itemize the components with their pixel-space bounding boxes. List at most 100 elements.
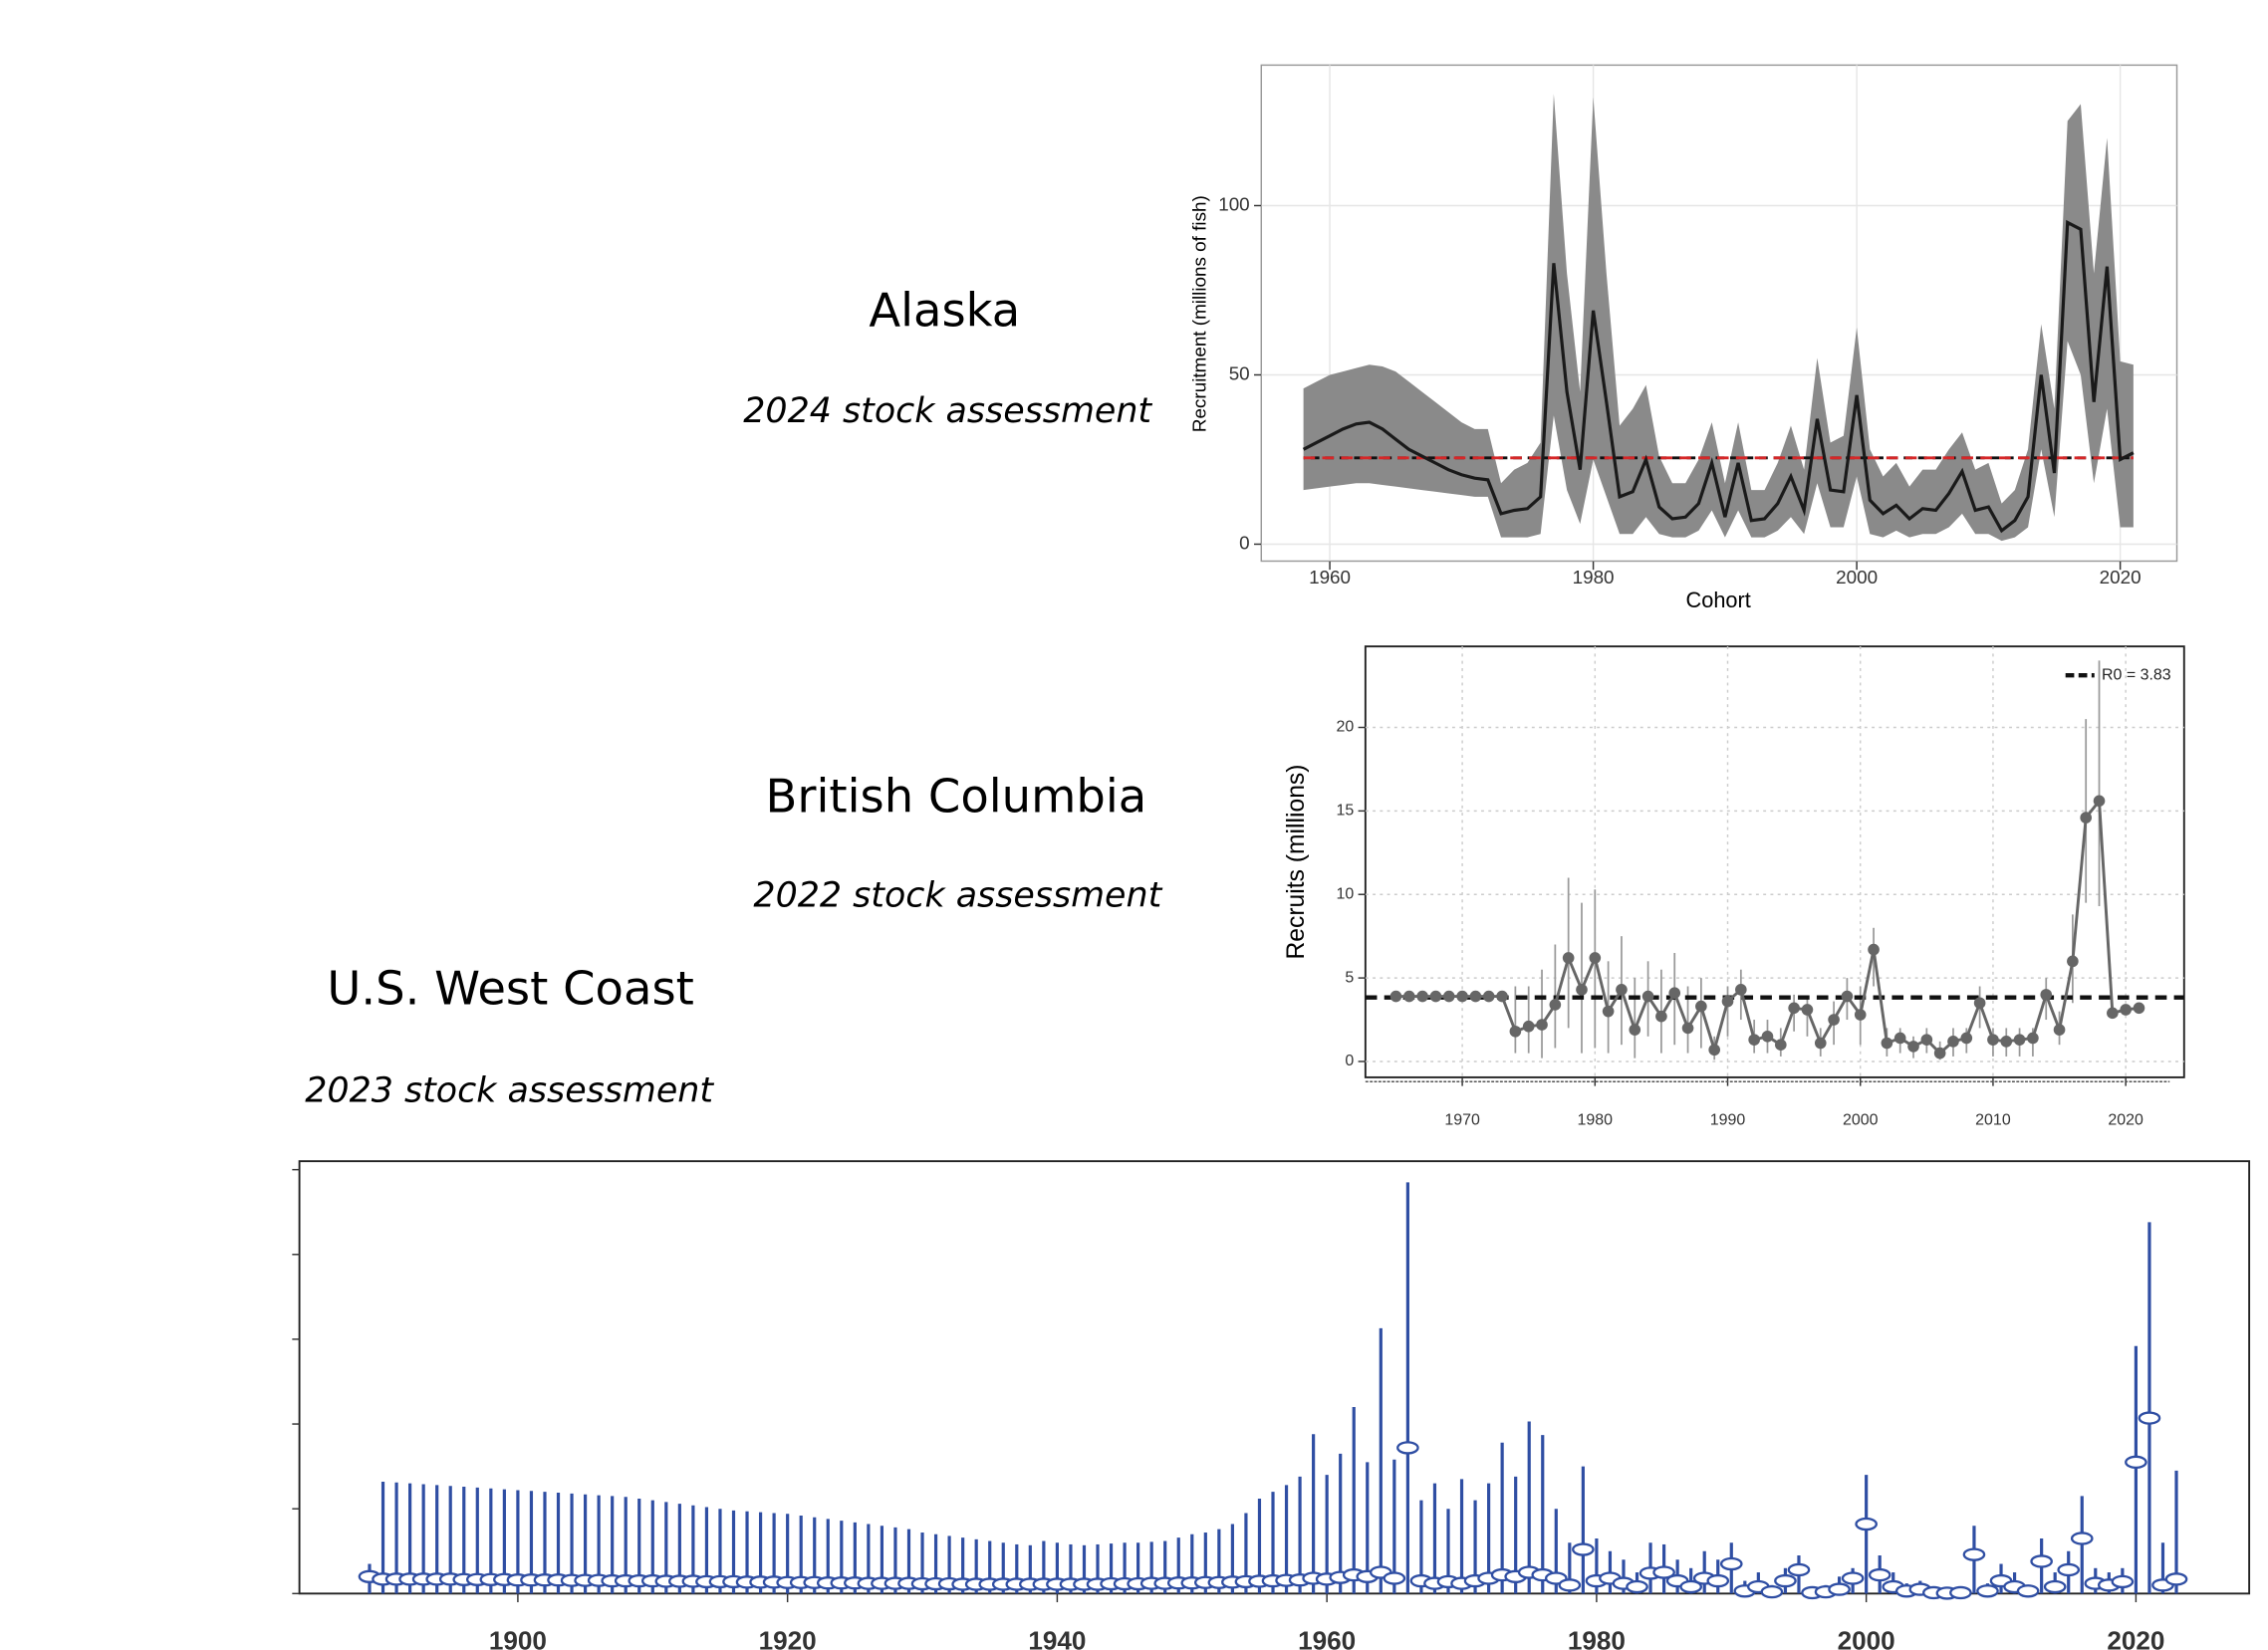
point — [1402, 990, 1415, 1003]
point — [1761, 1031, 1774, 1043]
point — [2107, 1007, 2119, 1020]
x-tick-label: 1900 — [489, 1626, 547, 1650]
point — [1854, 1009, 1867, 1021]
point — [1679, 1579, 1702, 1594]
point — [1962, 1547, 1986, 1561]
x-tick-label: 1960 — [1298, 1626, 1356, 1650]
point — [1522, 1020, 1535, 1033]
y-tick-label: 10 — [1336, 885, 1354, 902]
point — [1801, 1004, 1814, 1016]
x-tick-label: 1980 — [1573, 567, 1615, 588]
point — [2133, 1002, 2145, 1015]
point — [1855, 1517, 1878, 1532]
point — [2057, 1562, 2081, 1577]
confidence-band — [1303, 94, 2134, 542]
point — [1721, 995, 1734, 1008]
y-tick-label: 20 — [1336, 719, 1354, 736]
point — [1496, 990, 1508, 1003]
point — [1868, 1567, 1891, 1582]
point — [2125, 1455, 2147, 1470]
point — [1655, 1010, 1667, 1023]
point — [1416, 990, 1428, 1003]
x-tick-label: 2020 — [2108, 1112, 2143, 1129]
point — [1735, 984, 1747, 996]
point — [2000, 1036, 2013, 1048]
x-tick-label: 1990 — [1710, 1112, 1746, 1129]
point — [1652, 1565, 1675, 1579]
point — [1719, 1556, 1743, 1571]
point — [1396, 1441, 1419, 1455]
region-title: U.S. West Coast — [327, 962, 694, 1016]
point — [2111, 1574, 2135, 1589]
point — [1668, 987, 1681, 1000]
point — [2138, 1411, 2161, 1425]
x-tick-label: 1960 — [1309, 567, 1351, 588]
region-title: Alaska — [869, 284, 1020, 338]
point — [1748, 1034, 1760, 1046]
assessment-subtitle: 2023 stock assessment — [305, 1070, 714, 1110]
point — [2030, 1554, 2053, 1568]
x-tick-label: 1940 — [1028, 1626, 1086, 1650]
point — [1828, 1582, 1851, 1596]
point — [2120, 1004, 2132, 1016]
point — [1572, 1542, 1595, 1556]
point — [1947, 1036, 1959, 1048]
y-axis-label: Recruits (millions) — [1283, 765, 1310, 960]
point — [1920, 1034, 1933, 1046]
point — [1562, 952, 1575, 964]
point — [2043, 1579, 2067, 1594]
point — [1706, 1573, 1730, 1588]
y-tick-label: 0 — [1239, 532, 1250, 553]
point — [1933, 1047, 1946, 1060]
point — [1828, 1014, 1840, 1026]
x-tick-label: 2000 — [1838, 1626, 1895, 1650]
point — [1629, 1024, 1641, 1036]
point — [1893, 1032, 1906, 1045]
point — [1641, 990, 1654, 1003]
point — [2053, 1024, 2066, 1036]
region-title: British Columbia — [766, 770, 1147, 824]
point — [1774, 1573, 1797, 1588]
x-tick-label: 2000 — [1836, 567, 1878, 588]
point — [2080, 812, 2093, 824]
y-axis-label: Recruitment (millions of fish) — [1188, 195, 1209, 432]
y-tick-label: 5 — [1345, 969, 1354, 986]
point — [1616, 984, 1628, 996]
plot-panel — [1364, 645, 2185, 1078]
point — [1881, 1037, 1893, 1050]
point — [2093, 795, 2106, 808]
point — [1549, 999, 1562, 1011]
series-line — [1302, 219, 2135, 534]
point — [1774, 1039, 1787, 1052]
point — [1708, 1044, 1721, 1057]
point — [1626, 1579, 1648, 1594]
point — [1949, 1585, 1972, 1600]
point — [1788, 1002, 1800, 1015]
point — [1442, 990, 1455, 1003]
x-tick-label: 1970 — [1444, 1112, 1480, 1129]
point — [1695, 1000, 1707, 1013]
point — [2027, 1032, 2039, 1045]
point — [1536, 1019, 1548, 1031]
point — [1389, 990, 1402, 1003]
point — [1429, 990, 1442, 1003]
point — [1558, 1578, 1582, 1592]
x-tick-label: 2020 — [2100, 567, 2142, 588]
point — [1589, 952, 1602, 964]
point — [1841, 1571, 1865, 1585]
point — [1760, 1584, 1784, 1599]
y-tick-label: 15 — [1336, 803, 1354, 820]
point — [1456, 990, 1468, 1003]
point — [1383, 1571, 1406, 1585]
point — [1960, 1032, 1973, 1045]
point — [1482, 990, 1495, 1003]
point — [1868, 943, 1880, 956]
point — [1602, 1005, 1615, 1018]
x-tick-label: 1980 — [1578, 1112, 1614, 1129]
point — [1509, 1025, 1522, 1038]
y-tick-label: 100 — [1218, 193, 1249, 214]
point — [2013, 1034, 2026, 1046]
x-tick-label: 2020 — [2107, 1626, 2164, 1650]
point — [2040, 989, 2053, 1001]
y-tick-label: 0 — [1345, 1053, 1354, 1069]
